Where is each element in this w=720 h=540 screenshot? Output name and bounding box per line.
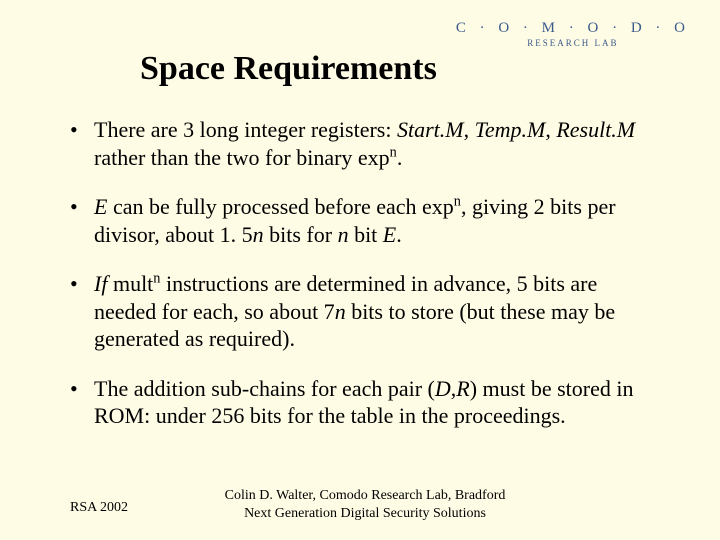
text: mult [107, 271, 153, 296]
logo: C · O · M · O · D · O RESEARCH LAB [456, 20, 690, 48]
bullet-item: There are 3 long integer registers: Star… [70, 116, 660, 171]
text: bits for [264, 222, 338, 247]
footer: RSA 2002 Colin D. Walter, Comodo Researc… [70, 487, 660, 522]
italic-text: If [94, 271, 107, 296]
italic-text: Start.M [397, 117, 464, 142]
superscript: n [454, 194, 461, 210]
bullet-list: There are 3 long integer registers: Star… [70, 116, 660, 430]
slide-title: Space Requirements [140, 50, 660, 88]
logo-top-text: C · O · M · O · D · O [456, 20, 690, 37]
text: bit [349, 222, 383, 247]
text: . [396, 222, 402, 247]
italic-text: Result.M [556, 117, 635, 142]
italic-text: D [435, 376, 451, 401]
italic-text: E [94, 194, 107, 219]
text: The addition sub-chains for each pair ( [94, 376, 435, 401]
text: . [397, 145, 403, 170]
italic-text: E [383, 222, 396, 247]
superscript: n [390, 144, 397, 160]
bullet-item: The addition sub-chains for each pair (D… [70, 375, 660, 430]
footer-line1: Colin D. Walter, Comodo Research Lab, Br… [70, 487, 660, 505]
text: , [464, 117, 475, 142]
bullet-item: E can be fully processed before each exp… [70, 193, 660, 248]
slide: C · O · M · O · D · O RESEARCH LAB Space… [0, 0, 720, 540]
bullet-item: If multn instructions are determined in … [70, 270, 660, 353]
italic-text: n [338, 222, 349, 247]
italic-text: n [253, 222, 264, 247]
italic-text: Temp.M [475, 117, 546, 142]
text: There are 3 long integer registers: [94, 117, 397, 142]
footer-line2: Next Generation Digital Security Solutio… [70, 505, 660, 523]
text: , [545, 117, 556, 142]
text: rather than the two for binary exp [94, 145, 390, 170]
italic-text: n [335, 299, 346, 324]
text: can be fully processed before each exp [107, 194, 453, 219]
italic-text: R [456, 376, 469, 401]
footer-left: RSA 2002 [70, 500, 128, 516]
footer-center: Colin D. Walter, Comodo Research Lab, Br… [70, 487, 660, 522]
logo-bottom-text: RESEARCH LAB [456, 39, 690, 49]
